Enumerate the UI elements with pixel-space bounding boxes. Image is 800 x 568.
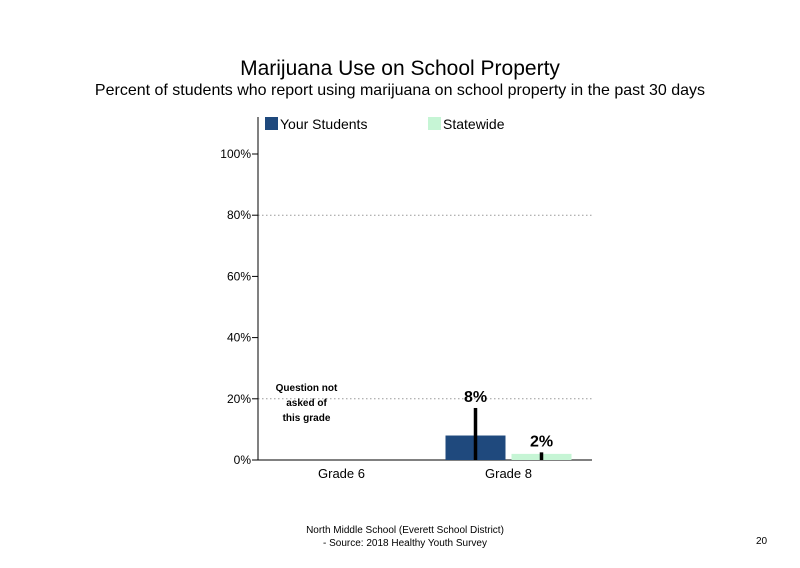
data-label: 2% xyxy=(530,433,553,450)
legend-label: Your Students xyxy=(280,116,367,132)
page-number: 20 xyxy=(756,536,768,547)
y-tick-label: 80% xyxy=(227,208,251,222)
x-tick-label: Grade 6 xyxy=(318,466,365,481)
data-label: 8% xyxy=(464,389,487,406)
annotation-line: asked of xyxy=(286,398,327,409)
y-tick-label: 40% xyxy=(227,331,251,345)
annotation-line: Question not xyxy=(276,383,338,394)
chart-title: Marijuana Use on School Property xyxy=(240,57,560,80)
y-tick-label: 20% xyxy=(227,392,251,406)
annotation-line: this grade xyxy=(283,413,331,424)
legend-swatch xyxy=(428,117,441,130)
x-tick-label: Grade 8 xyxy=(485,466,532,481)
footer-school: North Middle School (Everett School Dist… xyxy=(306,525,504,536)
y-tick-label: 60% xyxy=(227,269,251,283)
y-tick-label: 0% xyxy=(234,453,252,467)
footer-source: - Source: 2018 Healthy Youth Survey xyxy=(323,538,487,549)
legend-swatch xyxy=(265,117,278,130)
footer: North Middle School (Everett School Dist… xyxy=(250,524,560,550)
legend-label: Statewide xyxy=(443,116,505,132)
y-tick-label: 100% xyxy=(220,147,251,161)
chart-subtitle: Percent of students who report using mar… xyxy=(94,82,706,99)
